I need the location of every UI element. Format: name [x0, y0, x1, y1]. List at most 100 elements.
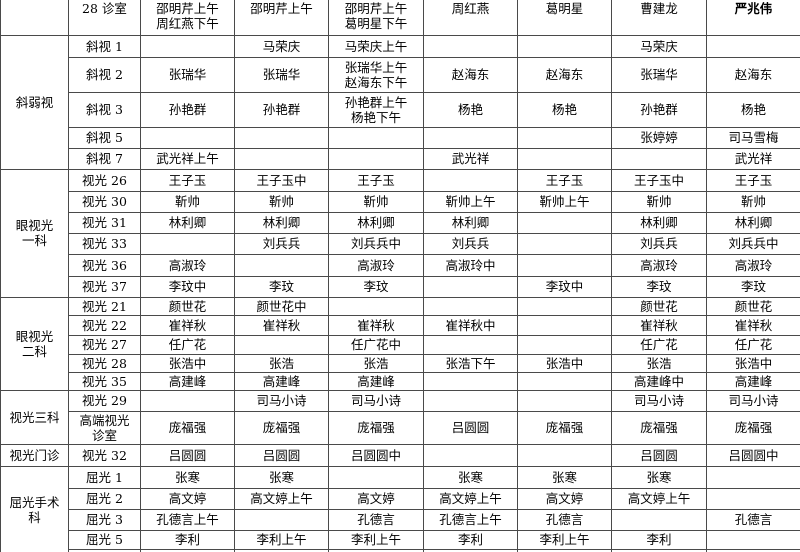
schedule-cell: [517, 314, 612, 336]
table-row: 斜视 3 孙艳群 孙艳群 孙艳群上午 杨艳下午 杨艳 杨艳 孙艳群 杨艳: [1, 91, 800, 128]
schedule-cell: 吕圆圆: [423, 410, 518, 445]
schedule-cell: 张瑞华上午 赵海东下午: [328, 56, 424, 93]
schedule-cell: 靳帅: [234, 190, 329, 213]
schedule-cell: 高淑玲中: [423, 253, 518, 277]
schedule-cell: 高文婷: [140, 487, 235, 510]
schedule-cell: 孙艳群: [234, 91, 329, 128]
schedule-cell: [706, 487, 800, 510]
schedule-cell: 张瑞华: [611, 56, 707, 93]
schedule-cell: 张浩中: [140, 353, 235, 373]
schedule-cell: 刘兵兵中: [706, 232, 800, 255]
schedule-cell: [328, 126, 424, 149]
department-group-cell: 视光门诊: [0, 443, 69, 467]
table-row: 视光 28 张浩中 张浩 张浩 张浩下午 张浩中 张浩 张浩中: [1, 353, 800, 373]
schedule-cell: 靳帅: [140, 190, 235, 213]
schedule-cell: 吕圆圆中: [328, 443, 424, 467]
schedule-cell: [706, 34, 800, 58]
schedule-cell: [140, 34, 235, 58]
department-group-cell: 眼视光 二科: [0, 296, 69, 391]
schedule-cell: 高文婷上午: [611, 487, 707, 510]
schedule-cell: [423, 443, 518, 467]
schedule-cell: 王子玉: [328, 168, 424, 192]
room-cell: 屈光 5: [68, 529, 141, 550]
department-group-cell: [0, 0, 69, 36]
schedule-cell: 吕圆圆中: [706, 443, 800, 467]
schedule-cell: 颜世花: [140, 296, 235, 316]
table-row: 视光 33 刘兵兵 刘兵兵中 刘兵兵 刘兵兵 刘兵兵中: [1, 232, 800, 255]
schedule-cell: 崔祥秋中: [423, 314, 518, 336]
schedule-cell: [140, 232, 235, 255]
table-row: 高端视光 诊室 庞福强 庞福强 庞福强 吕圆圆 庞福强 庞福强 庞福强: [1, 410, 800, 445]
schedule-cell: 靳帅: [328, 190, 424, 213]
schedule-cell: [423, 168, 518, 192]
schedule-cell: 靳帅上午: [423, 190, 518, 213]
schedule-cell: 庞福强: [517, 410, 612, 445]
table-row: 屈光 3 孔德言上午 孔德言 孔德言上午 孔德言 孔德言: [1, 508, 800, 531]
table-row: 斜视 2 张瑞华 张瑞华 张瑞华上午 赵海东下午 赵海东 赵海东 张瑞华 赵海东: [1, 56, 800, 93]
schedule-cell: 庞福强: [328, 410, 424, 445]
schedule-cell: 高文婷上午: [423, 487, 518, 510]
schedule-cell: 王子玉: [140, 168, 235, 192]
room-cell: 斜视 3: [68, 91, 141, 128]
schedule-cell: 任广花: [140, 334, 235, 355]
schedule-cell: 张瑞华: [234, 56, 329, 93]
schedule-cell: [328, 296, 424, 316]
department-group-cell: 屈光手术 科: [0, 465, 69, 552]
schedule-cell: 孔德言上午: [423, 508, 518, 531]
schedule-cell: 李玟中: [140, 275, 235, 298]
schedule-cell: 庞福强: [611, 410, 707, 445]
schedule-cell: 高建峰: [140, 371, 235, 391]
schedule-cell: 高建峰: [328, 371, 424, 391]
schedule-cell: 张寒: [423, 465, 518, 489]
room-cell: 视光 31: [68, 211, 141, 234]
schedule-cell: 林利卿: [611, 211, 707, 234]
schedule-cell: [517, 443, 612, 467]
schedule-cell: [423, 389, 518, 412]
schedule-cell: 赵海东: [517, 56, 612, 93]
schedule-cell: 邵明芹上午 周红燕下午: [140, 0, 235, 36]
schedule-cell: 杨艳: [517, 91, 612, 128]
room-cell: 视光 30: [68, 190, 141, 213]
schedule-cell: 李玟: [706, 275, 800, 298]
schedule-cell: 司马小诗: [611, 389, 707, 412]
schedule-cell: [517, 147, 612, 170]
schedule-cell: [611, 147, 707, 170]
schedule-cell: [423, 334, 518, 355]
schedule-cell: 李利: [423, 529, 518, 550]
table-row: 视光 22 崔祥秋 崔祥秋 崔祥秋 崔祥秋中 崔祥秋 崔祥秋: [1, 314, 800, 336]
table-row: [1, 548, 800, 552]
schedule-cell: 张婷婷: [611, 126, 707, 149]
schedule-cell: [706, 529, 800, 550]
schedule-cell: 李玟: [234, 275, 329, 298]
room-cell: 高端视光 诊室: [68, 410, 141, 445]
schedule-cell: [234, 334, 329, 355]
schedule-cell: 杨艳: [423, 91, 518, 128]
schedule-cell: 林利卿: [423, 211, 518, 234]
schedule-cell: 刘兵兵: [234, 232, 329, 255]
department-group-cell: 斜弱视: [0, 34, 69, 170]
table-row: 视光 35 高建峰 高建峰 高建峰 高建峰中 高建峰: [1, 371, 800, 391]
schedule-cell: 张浩: [328, 353, 424, 373]
schedule-cell: 刘兵兵: [423, 232, 518, 255]
schedule-cell: [423, 296, 518, 316]
schedule-cell: [517, 34, 612, 58]
schedule-cell: [517, 334, 612, 355]
table-row: 斜弱视 斜视 1 马荣庆 马荣庆上午 马荣庆: [0, 34, 800, 170]
schedule-cell: 邵明芹上午 葛明星下午: [328, 0, 424, 36]
schedule-cell: 李玟: [328, 275, 424, 298]
schedule-cell: 李利: [140, 529, 235, 550]
schedule-cell: 任广花: [611, 334, 707, 355]
schedule-cell: 高淑玲: [706, 253, 800, 277]
schedule-cell: 马荣庆上午: [328, 34, 424, 58]
schedule-cell: 司马小诗: [328, 389, 424, 412]
schedule-cell: 曹建龙: [611, 0, 707, 36]
schedule-cell: [517, 389, 612, 412]
room-cell: 视光 37: [68, 275, 141, 298]
schedule-cell: 严兆伟: [706, 0, 800, 36]
table-row: 斜视 7 武光祥上午 武光祥 武光祥: [1, 147, 800, 170]
schedule-cell: [423, 34, 518, 58]
schedule-cell: 马荣庆: [234, 34, 329, 58]
schedule-cell: 李利上午: [517, 529, 612, 550]
room-cell: 视光 29: [68, 389, 141, 412]
schedule-cell: 吕圆圆: [140, 443, 235, 467]
